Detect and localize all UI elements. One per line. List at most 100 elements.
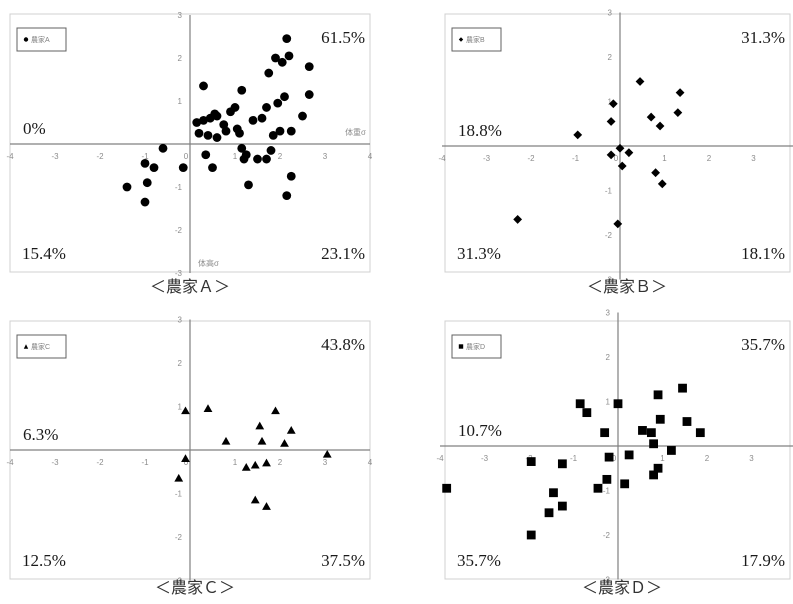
x-tick-label: 3 bbox=[749, 454, 754, 463]
quadrant-bottom-left-label: 35.7% bbox=[457, 551, 501, 570]
data-point bbox=[181, 454, 190, 462]
data-point bbox=[244, 180, 253, 190]
y-tick-label: 3 bbox=[178, 316, 183, 325]
data-point bbox=[655, 121, 665, 131]
data-point bbox=[140, 158, 150, 168]
data-point bbox=[262, 103, 271, 112]
y-tick-label: -1 bbox=[175, 183, 183, 192]
data-point bbox=[257, 113, 267, 123]
x-tick-label: -1 bbox=[141, 458, 149, 467]
data-point bbox=[286, 426, 296, 434]
chart-panel-4: -4-3-2-101234-3-2-112310.7%35.7%35.7%17.… bbox=[436, 309, 793, 597]
x-tick-label: 2 bbox=[705, 454, 710, 463]
data-point bbox=[675, 88, 685, 97]
data-point bbox=[122, 182, 132, 192]
data-point bbox=[158, 143, 168, 153]
data-point bbox=[635, 77, 645, 86]
x-tick-label: -4 bbox=[6, 458, 14, 467]
data-point bbox=[241, 150, 251, 160]
data-point bbox=[201, 150, 211, 160]
data-point bbox=[262, 154, 271, 164]
data-point bbox=[253, 154, 262, 164]
y-axis-label: 体高σ bbox=[198, 258, 219, 268]
data-point bbox=[695, 428, 705, 438]
data-point bbox=[275, 126, 285, 136]
legend-label: 農家D bbox=[466, 342, 485, 351]
data-point bbox=[613, 399, 623, 409]
data-point bbox=[230, 103, 240, 112]
quadrant-bottom-right-label: 37.5% bbox=[321, 551, 365, 570]
x-tick-label: 0 bbox=[184, 152, 189, 161]
data-point bbox=[192, 118, 202, 127]
x-tick-label: 1 bbox=[660, 454, 665, 463]
data-point bbox=[322, 449, 332, 458]
y-tick-label: 1 bbox=[608, 98, 613, 107]
data-point bbox=[257, 436, 267, 445]
x-tick-label: 1 bbox=[233, 458, 238, 467]
legend-box bbox=[16, 27, 67, 52]
data-point bbox=[212, 111, 222, 121]
data-point bbox=[304, 62, 314, 71]
legend: 農家C bbox=[16, 334, 67, 359]
chart-panel-1: -4 -3 -2 -1 0 1 2 3 4 -3 -2 -1 1 2 3 体重σ 体高σ 0% 61.5% 15.4%… bbox=[6, 11, 372, 296]
x-tick-label: -3 bbox=[481, 454, 489, 463]
panel-caption: ＜農家Ｃ＞ bbox=[155, 579, 235, 597]
data-point bbox=[255, 421, 265, 430]
quadrant-bottom-right-label: 17.9% bbox=[741, 551, 785, 570]
x-tick-label: 3 bbox=[751, 154, 756, 163]
y-tick-label: 2 bbox=[178, 54, 183, 63]
y-tick-label: 3 bbox=[178, 11, 183, 20]
quadrant-top-left-label: 10.7% bbox=[458, 421, 502, 440]
data-point bbox=[606, 117, 616, 126]
y-tick-label: 3 bbox=[606, 309, 611, 318]
y-tick-label: 1 bbox=[178, 97, 183, 106]
data-point bbox=[282, 191, 292, 201]
data-point bbox=[140, 197, 150, 207]
data-point bbox=[549, 488, 558, 498]
data-point bbox=[573, 130, 583, 140]
quadrant-top-left-label: 6.3% bbox=[23, 425, 58, 444]
data-point bbox=[284, 51, 294, 61]
data-point bbox=[199, 81, 208, 91]
data-point bbox=[606, 150, 616, 160]
y-tick-label: -3 bbox=[175, 577, 183, 586]
data-point bbox=[608, 99, 618, 109]
legend: 農家D bbox=[451, 334, 502, 359]
plot-frame bbox=[444, 13, 791, 273]
x-tick-label: -4 bbox=[6, 152, 14, 161]
panel-caption: ＜農家Ｂ＞ bbox=[587, 278, 667, 296]
data-point bbox=[273, 98, 283, 108]
data-point bbox=[241, 463, 251, 471]
data-point bbox=[526, 457, 536, 466]
x-tick-label: -3 bbox=[51, 458, 59, 467]
data-point bbox=[613, 219, 623, 229]
data-point bbox=[248, 115, 258, 125]
data-point bbox=[221, 126, 231, 136]
data-point bbox=[194, 128, 204, 138]
quadrant-top-right-label: 31.3% bbox=[741, 28, 785, 47]
y-tick-label: 2 bbox=[608, 53, 613, 62]
data-point bbox=[657, 179, 667, 189]
y-tick-label: 1 bbox=[606, 398, 611, 407]
data-point bbox=[600, 428, 610, 438]
data-point bbox=[513, 215, 523, 224]
x-tick-label: 1 bbox=[233, 152, 238, 161]
x-tick-label: 3 bbox=[323, 458, 328, 467]
x-tick-label: 0 bbox=[612, 454, 617, 463]
data-point bbox=[649, 470, 658, 480]
x-tick-label: -3 bbox=[483, 154, 491, 163]
quadrant-top-left-label: 0% bbox=[23, 119, 46, 138]
y-tick-label: -1 bbox=[605, 187, 613, 196]
quadrant-bottom-right-label: 18.1% bbox=[741, 244, 785, 263]
quadrant-top-right-label: 43.8% bbox=[321, 335, 365, 354]
data-point bbox=[442, 483, 452, 493]
x-tick-label: -1 bbox=[572, 154, 580, 163]
data-point bbox=[203, 404, 213, 412]
data-point bbox=[646, 428, 656, 438]
data-point bbox=[208, 163, 217, 173]
data-point bbox=[604, 452, 614, 462]
y-tick-label: 2 bbox=[178, 359, 183, 368]
legend: 農家B bbox=[451, 27, 502, 52]
data-point bbox=[653, 390, 663, 400]
data-point bbox=[655, 414, 665, 424]
